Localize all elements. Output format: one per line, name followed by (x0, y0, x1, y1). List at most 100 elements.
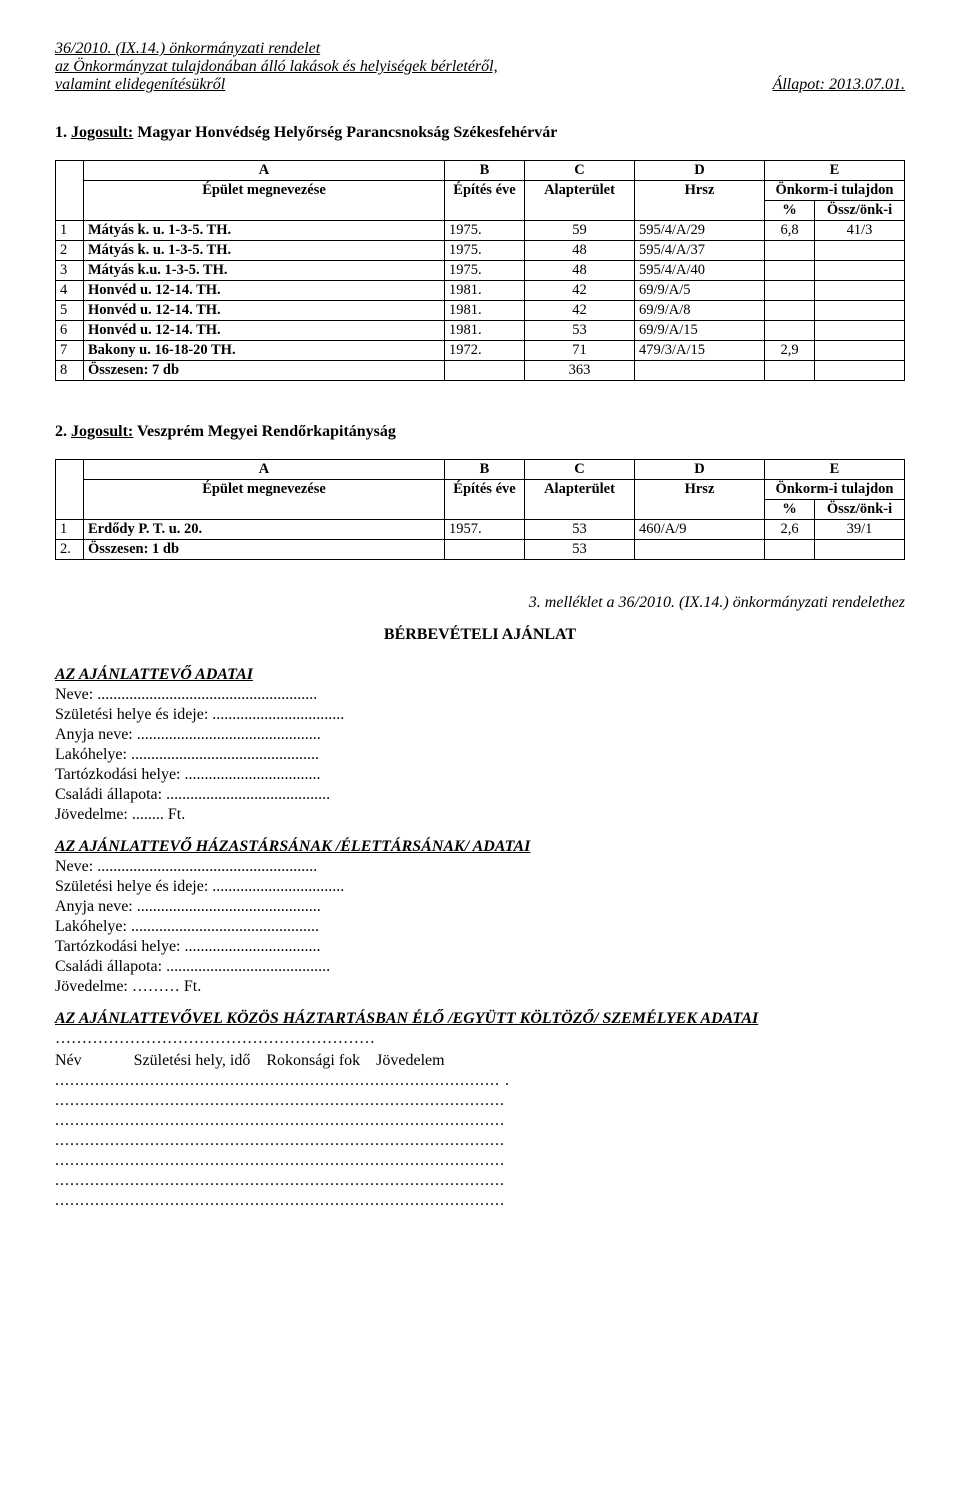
section2-table: A B C D E Épület megnevezése Építés éve … (55, 459, 905, 560)
t2-colA: A (84, 460, 445, 480)
spouse-stay: Tartózkodási helye: ....................… (55, 938, 905, 956)
dot-line: ........................................… (55, 1112, 905, 1130)
table-cell: Bakony u. 16-18-20 TH. (84, 341, 445, 361)
t1-colD: D (635, 161, 765, 181)
section1-title: 1. Jogosult: Magyar Honvédség Helyőrség … (55, 124, 905, 142)
form-title: BÉRBEVÉTELI AJÁNLAT (55, 626, 905, 644)
table-cell (765, 261, 815, 281)
table-cell: 595/4/A/37 (635, 241, 765, 261)
t2-colA2: Épület megnevezése (84, 480, 445, 520)
section1-table: A B C D E Épület megnevezése Építés éve … (55, 160, 905, 381)
table-row: 2Mátyás k. u. 1-3-5. TH.1975.48595/4/A/3… (56, 241, 905, 261)
t2-pct: % (765, 500, 815, 520)
section2-title: 2. Jogosult: Veszprém Megyei Rendőrkapit… (55, 423, 905, 441)
t2-colD: D (635, 460, 765, 480)
t2-colB: B (445, 460, 525, 480)
table-cell: 6,8 (765, 221, 815, 241)
table-cell: 1972. (445, 341, 525, 361)
t1-colE: E (765, 161, 905, 181)
table-cell: 42 (525, 281, 635, 301)
table-cell (765, 361, 815, 381)
applicant-stay: Tartózkodási helye: ....................… (55, 766, 905, 784)
table-cell: 1981. (445, 301, 525, 321)
table-cell: 1981. (445, 321, 525, 341)
table-cell: 2. (56, 540, 84, 560)
table-cell (765, 321, 815, 341)
table-cell (635, 361, 765, 381)
table-row: 8Összesen: 7 db363 (56, 361, 905, 381)
header-line3-left: valamint elidegenítésükről (55, 76, 225, 94)
section1-jogosult: Jogosult: (71, 124, 133, 141)
table-cell: 7 (56, 341, 84, 361)
table-cell (815, 540, 905, 560)
t1-colA2: Épület megnevezése (84, 181, 445, 221)
table-cell: 5 (56, 301, 84, 321)
table-cell: Erdődy P. T. u. 20. (84, 520, 445, 540)
t1-blank (56, 161, 84, 221)
table-row: 5Honvéd u. 12-14. TH.1981.4269/9/A/8 (56, 301, 905, 321)
table-cell: 59 (525, 221, 635, 241)
table-cell: 48 (525, 261, 635, 281)
table-cell: Honvéd u. 12-14. TH. (84, 301, 445, 321)
dot-line: ........................................… (55, 1192, 905, 1210)
table-cell: Mátyás k. u. 1-3-5. TH. (84, 221, 445, 241)
table-cell: 71 (525, 341, 635, 361)
table-cell: 3 (56, 261, 84, 281)
section2-jogosult: Jogosult: (71, 423, 133, 440)
dot-line: ........................................… (55, 1072, 905, 1090)
dot-line: ........................................… (55, 1132, 905, 1150)
t1-colE2: Önkorm-i tulajdon (765, 181, 905, 201)
t1-colD2: Hrsz (635, 181, 765, 221)
table-cell: Mátyás k.u. 1-3-5. TH. (84, 261, 445, 281)
t1-colC: C (525, 161, 635, 181)
t2-colB2: Építés éve (445, 480, 525, 520)
dot-line: ........................................… (55, 1152, 905, 1170)
header-line3: valamint elidegenítésükről Állapot: 2013… (55, 76, 905, 94)
table-cell (765, 241, 815, 261)
dot-line: ........................................… (55, 1172, 905, 1190)
table-cell: 48 (525, 241, 635, 261)
table-cell (765, 281, 815, 301)
table-cell: 8 (56, 361, 84, 381)
spouse-mother: Anyja neve: ............................… (55, 898, 905, 916)
table-cell: 69/9/A/5 (635, 281, 765, 301)
t2-colE2: Önkorm-i tulajdon (765, 480, 905, 500)
table-row: 2.Összesen: 1 db53 (56, 540, 905, 560)
table-row: 4Honvéd u. 12-14. TH.1981.4269/9/A/5 (56, 281, 905, 301)
table-cell (635, 540, 765, 560)
t2-colC2: Alapterület (525, 480, 635, 520)
table-row: 1Erdődy P. T. u. 20.1957.53460/A/92,639/… (56, 520, 905, 540)
t2-blank (56, 460, 84, 520)
t2-colC: C (525, 460, 635, 480)
t1-colC2: Alapterület (525, 181, 635, 221)
table-cell: 1957. (445, 520, 525, 540)
table-cell (815, 361, 905, 381)
table-cell: 6 (56, 321, 84, 341)
spouse-birth: Születési helye és ideje: ..............… (55, 878, 905, 896)
table-cell: 42 (525, 301, 635, 321)
t1-colB: B (445, 161, 525, 181)
table-cell: 2 (56, 241, 84, 261)
table-cell: 39/1 (815, 520, 905, 540)
table-cell (765, 540, 815, 560)
table-cell: Mátyás k. u. 1-3-5. TH. (84, 241, 445, 261)
table-cell (765, 301, 815, 321)
applicant-income: Jövedelme: ........ Ft. (55, 806, 905, 824)
table-cell: 1975. (445, 241, 525, 261)
applicant-birth: Születési helye és ideje: ..............… (55, 706, 905, 724)
attachment-line: 3. melléklet a 36/2010. (IX.14.) önkormá… (55, 594, 905, 612)
table-cell (815, 341, 905, 361)
household-leader: …………………………………………………… (55, 1030, 905, 1048)
table-row: 7Bakony u. 16-18-20 TH.1972.71479/3/A/15… (56, 341, 905, 361)
table-cell: 479/3/A/15 (635, 341, 765, 361)
t1-colA: A (84, 161, 445, 181)
applicant-name: Neve: ..................................… (55, 686, 905, 704)
table-cell: 4 (56, 281, 84, 301)
spouse-addr: Lakóhelye: .............................… (55, 918, 905, 936)
table-cell (445, 540, 525, 560)
table-cell: 460/A/9 (635, 520, 765, 540)
table-cell: 2,9 (765, 341, 815, 361)
household-dotlines: ........................................… (55, 1072, 905, 1210)
applicant-mother: Anyja neve: ............................… (55, 726, 905, 744)
t2-colE: E (765, 460, 905, 480)
